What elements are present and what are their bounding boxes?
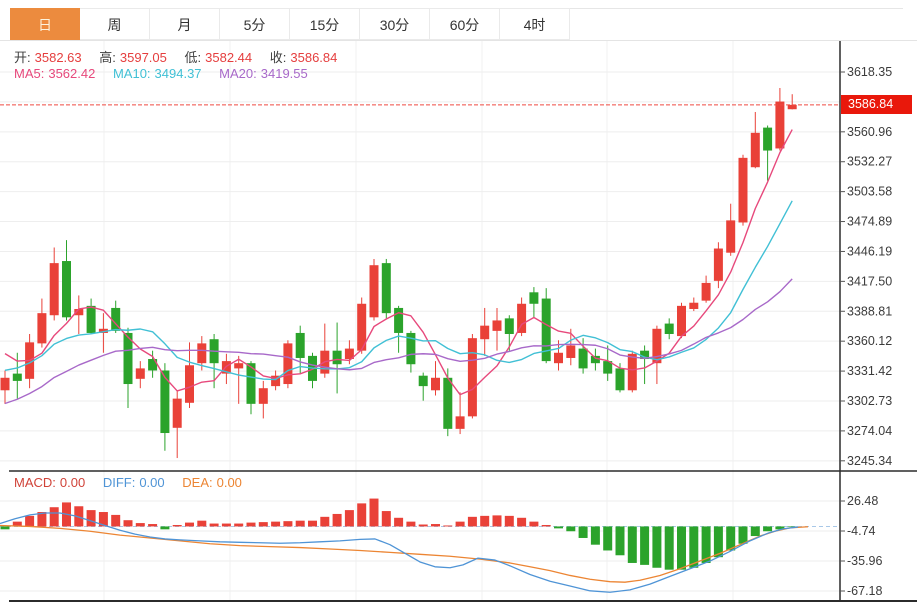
dea-value: 0.00 <box>216 475 242 490</box>
tab-month[interactable]: 月 <box>150 8 220 40</box>
open-label: 开: <box>14 50 31 65</box>
svg-text:-35.96: -35.96 <box>847 554 882 568</box>
macd-readout: MACD: 0.00 DIFF: 0.00 DEA: 0.00 <box>14 475 246 490</box>
ma10-label: MA10: <box>112 66 151 81</box>
svg-text:-67.18: -67.18 <box>847 584 882 598</box>
svg-text:3417.50: 3417.50 <box>847 274 892 288</box>
dea-label: DEA: <box>182 475 213 490</box>
svg-text:3274.04: 3274.04 <box>847 424 892 438</box>
ma-readout: MA5: 3562.42 MA10: 3494.37 MA20: 3419.55 <box>14 66 312 81</box>
tab-60min[interactable]: 60分 <box>430 8 500 40</box>
svg-text:3532.27: 3532.27 <box>847 155 892 169</box>
ma10-value: 3494.37 <box>154 66 202 81</box>
tab-30min[interactable]: 30分 <box>360 8 430 40</box>
macd-label: MACD: <box>14 475 56 490</box>
diff-label: DIFF: <box>102 475 136 490</box>
svg-text:3560.96: 3560.96 <box>847 125 892 139</box>
tab-5min[interactable]: 5分 <box>220 8 290 40</box>
low-value: 3582.44 <box>205 50 253 65</box>
svg-text:-4.74: -4.74 <box>847 524 876 538</box>
ma5-value: 3562.42 <box>48 66 96 81</box>
ma20-label: MA20: <box>219 66 257 81</box>
current-price-tag: 3586.84 <box>841 95 912 115</box>
svg-text:3503.58: 3503.58 <box>847 185 892 199</box>
close-label: 收: <box>269 50 287 65</box>
svg-text:3245.34: 3245.34 <box>847 454 892 468</box>
svg-text:3302.73: 3302.73 <box>847 394 892 408</box>
open-value: 3582.63 <box>34 50 82 65</box>
high-value: 3597.05 <box>119 50 167 65</box>
tab-week[interactable]: 周 <box>80 8 150 40</box>
svg-text:3474.89: 3474.89 <box>847 215 892 229</box>
ma5-label: MA5: <box>14 66 45 81</box>
svg-text:3618.35: 3618.35 <box>847 65 892 79</box>
high-label: 高: <box>99 50 116 65</box>
diff-value: 0.00 <box>139 475 165 490</box>
ma20-value: 3419.55 <box>260 66 308 81</box>
ohlc-readout: 开: 3582.63 高: 3597.05 低: 3582.44 收: 3586.84 <box>14 47 341 66</box>
tab-4hour[interactable]: 4时 <box>500 8 570 40</box>
interval-tabbar: 日周月 5分 15分 30分 60分 4时 <box>10 8 570 40</box>
svg-text:3331.42: 3331.42 <box>847 364 892 378</box>
close-value: 3586.84 <box>290 50 338 65</box>
low-label: 低: <box>184 50 202 65</box>
svg-text:26.48: 26.48 <box>847 494 878 508</box>
svg-text:3446.19: 3446.19 <box>847 244 892 258</box>
tab-day[interactable]: 日 <box>10 8 80 40</box>
tab-15min[interactable]: 15分 <box>290 8 360 40</box>
svg-text:3388.81: 3388.81 <box>847 304 892 318</box>
svg-text:3360.12: 3360.12 <box>847 334 892 348</box>
macd-value: 0.00 <box>59 475 86 490</box>
